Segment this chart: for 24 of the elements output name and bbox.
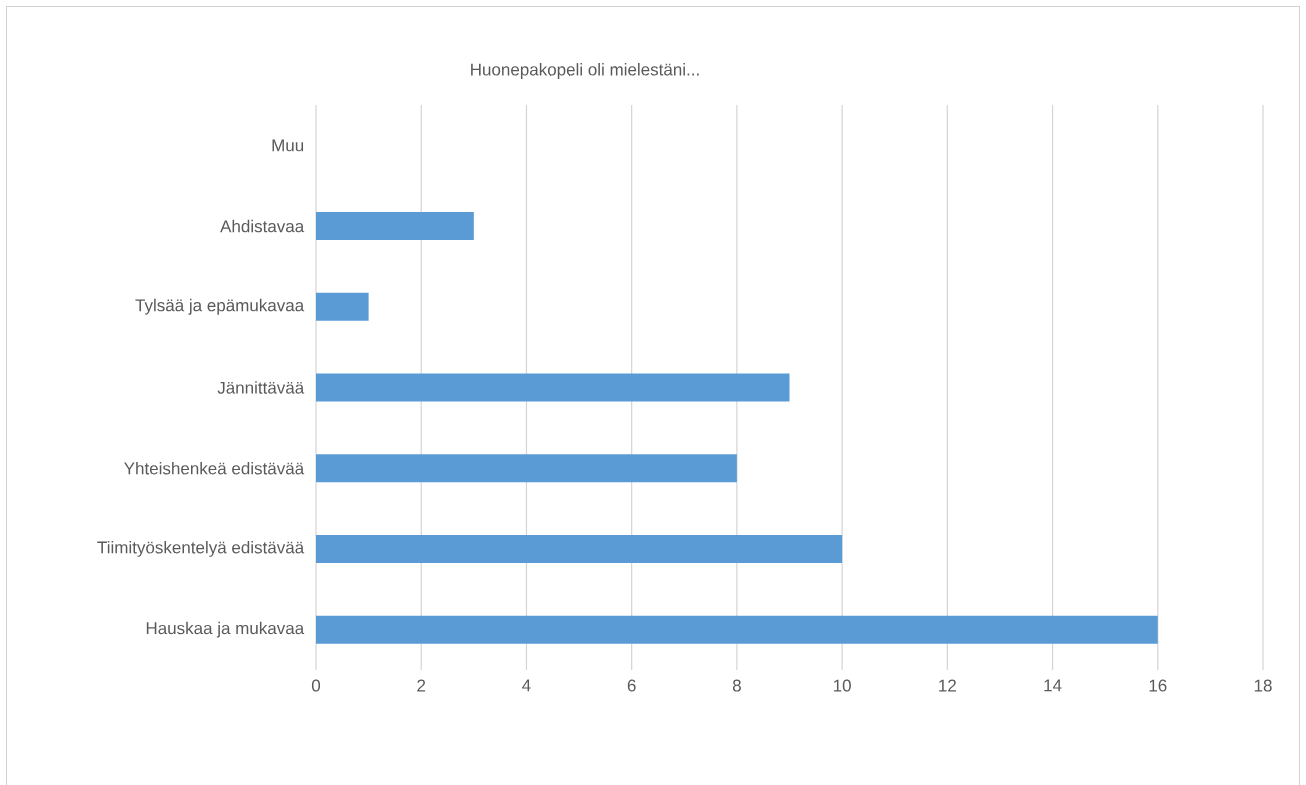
x-tick-label: 12 <box>939 679 956 692</box>
y-tick-label: Yhteishenkeä edistävää <box>124 461 305 475</box>
y-tick-label: Jännittävää <box>217 381 305 394</box>
chart-title: Huonepakopeli oli mielestäni... <box>471 63 699 79</box>
x-tick-label: 18 <box>1254 679 1272 692</box>
x-tick-label: 16 <box>1149 679 1167 692</box>
x-tick-label: 4 <box>522 679 531 692</box>
y-tick-label: Tiimityöskentelyä edistävää <box>97 541 305 557</box>
y-tick-label: Ahdistavaa <box>220 219 305 233</box>
y-tick-label: Muu <box>272 139 304 152</box>
bar <box>316 212 474 241</box>
x-tick-label: 0 <box>311 679 321 692</box>
y-tick-label: Hauskaa ja mukavaa <box>146 621 305 638</box>
bar <box>316 534 843 563</box>
bar <box>316 615 1158 644</box>
y-tick-label: Tylsää ja epämukavaa <box>135 298 305 315</box>
x-tick-label: 8 <box>732 679 741 692</box>
x-tick-label: 10 <box>833 679 851 692</box>
bar <box>316 373 790 402</box>
bar <box>316 292 369 321</box>
x-tick-label: 14 <box>1044 679 1062 692</box>
bar <box>316 454 737 483</box>
x-tick-label: 2 <box>417 679 426 692</box>
x-tick-label: 6 <box>627 679 636 692</box>
